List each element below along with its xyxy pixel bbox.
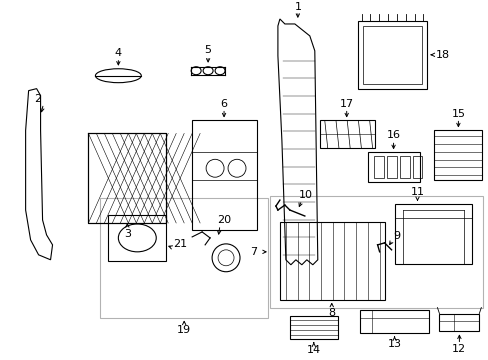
Text: 20: 20	[217, 215, 231, 225]
Bar	[289, 315, 337, 339]
Text: 7: 7	[249, 247, 256, 257]
Text: 21: 21	[173, 239, 187, 249]
Bar	[373, 156, 383, 178]
Text: 1: 1	[294, 2, 301, 12]
Text: 18: 18	[434, 50, 448, 60]
Bar	[279, 222, 384, 300]
Bar	[394, 204, 471, 264]
Bar	[192, 121, 256, 230]
Bar	[100, 198, 267, 318]
Text: 19: 19	[177, 325, 191, 336]
Text: 15: 15	[450, 108, 465, 118]
Bar	[367, 152, 419, 182]
Text: 11: 11	[409, 187, 424, 197]
Bar	[412, 156, 422, 178]
Text: 17: 17	[339, 99, 353, 109]
Bar	[362, 26, 422, 84]
Text: 8: 8	[327, 307, 335, 318]
Text: 14: 14	[306, 345, 320, 355]
Text: 3: 3	[123, 229, 131, 239]
Text: 10: 10	[298, 190, 312, 200]
Bar	[386, 156, 396, 178]
Bar	[108, 215, 166, 261]
Text: 13: 13	[387, 339, 401, 349]
Bar	[319, 121, 374, 148]
Text: 5: 5	[204, 45, 211, 55]
Text: 9: 9	[392, 231, 399, 241]
Bar	[357, 21, 427, 89]
Text: 2: 2	[34, 94, 41, 104]
Bar	[88, 134, 166, 223]
Text: 12: 12	[451, 345, 466, 354]
Bar	[439, 314, 478, 332]
Bar	[269, 196, 482, 307]
Bar	[433, 130, 481, 180]
Text: 16: 16	[386, 130, 400, 140]
Bar	[399, 156, 408, 178]
Text: 6: 6	[220, 99, 227, 109]
Text: 4: 4	[115, 48, 122, 58]
Bar	[359, 310, 428, 333]
